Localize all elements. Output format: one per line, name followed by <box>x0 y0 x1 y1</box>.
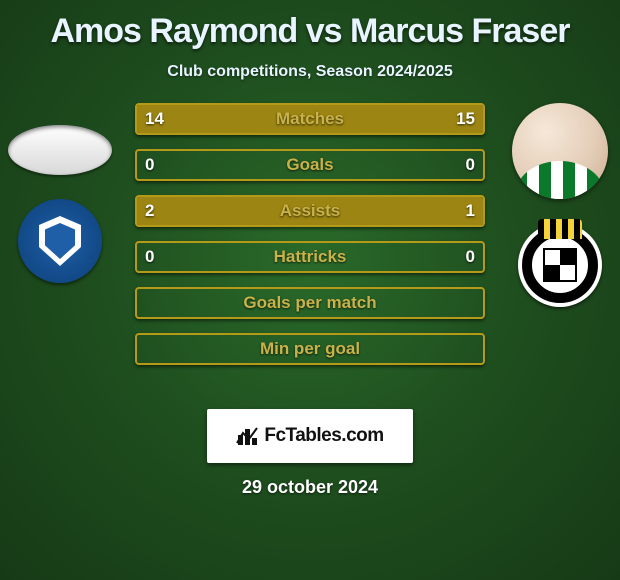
stat-value-right: 15 <box>448 105 483 133</box>
stat-label: Assists <box>137 197 483 225</box>
player-right-column <box>505 103 615 307</box>
stat-value-left <box>137 289 153 317</box>
stat-bar: Goals0 0 <box>135 149 485 181</box>
stat-bar: Goals per match <box>135 287 485 319</box>
comparison-card: Amos Raymond vs Marcus Fraser Club compe… <box>0 0 620 518</box>
stat-label: Min per goal <box>137 335 483 363</box>
stat-value-left: 0 <box>137 243 162 271</box>
subtitle: Club competitions, Season 2024/2025 <box>0 63 620 81</box>
page-title: Amos Raymond vs Marcus Fraser <box>0 12 620 51</box>
stat-bar: Matches14 15 <box>135 103 485 135</box>
chart-icon <box>236 425 258 447</box>
stat-label: Goals per match <box>137 289 483 317</box>
date-label: 29 october 2024 <box>0 477 620 498</box>
stat-value-left: 14 <box>137 105 172 133</box>
stat-value-left <box>137 335 153 363</box>
stat-label: Hattricks <box>137 243 483 271</box>
stat-label: Goals <box>137 151 483 179</box>
stat-value-right <box>467 289 483 317</box>
stat-value-left: 2 <box>137 197 162 225</box>
branding-text: FcTables.com <box>264 425 383 447</box>
player-right-avatar <box>512 103 608 199</box>
branding-badge: FcTables.com <box>207 409 413 463</box>
stat-value-right <box>467 335 483 363</box>
club-crest-right <box>518 223 602 307</box>
player-left-avatar <box>8 125 112 175</box>
stat-bar: Assists2 1 <box>135 195 485 227</box>
club-crest-left <box>18 199 102 283</box>
stat-bar: Hattricks0 0 <box>135 241 485 273</box>
stat-label: Matches <box>137 105 483 133</box>
player-left-column <box>5 103 115 283</box>
stat-bars: Matches1415Goals00Assists21Hattricks00Go… <box>135 103 485 365</box>
stat-bar: Min per goal <box>135 333 485 365</box>
stat-value-right: 1 <box>458 197 483 225</box>
stat-value-right: 0 <box>458 243 483 271</box>
stat-value-right: 0 <box>458 151 483 179</box>
stat-value-left: 0 <box>137 151 162 179</box>
stats-arena: Matches1415Goals00Assists21Hattricks00Go… <box>0 103 620 383</box>
